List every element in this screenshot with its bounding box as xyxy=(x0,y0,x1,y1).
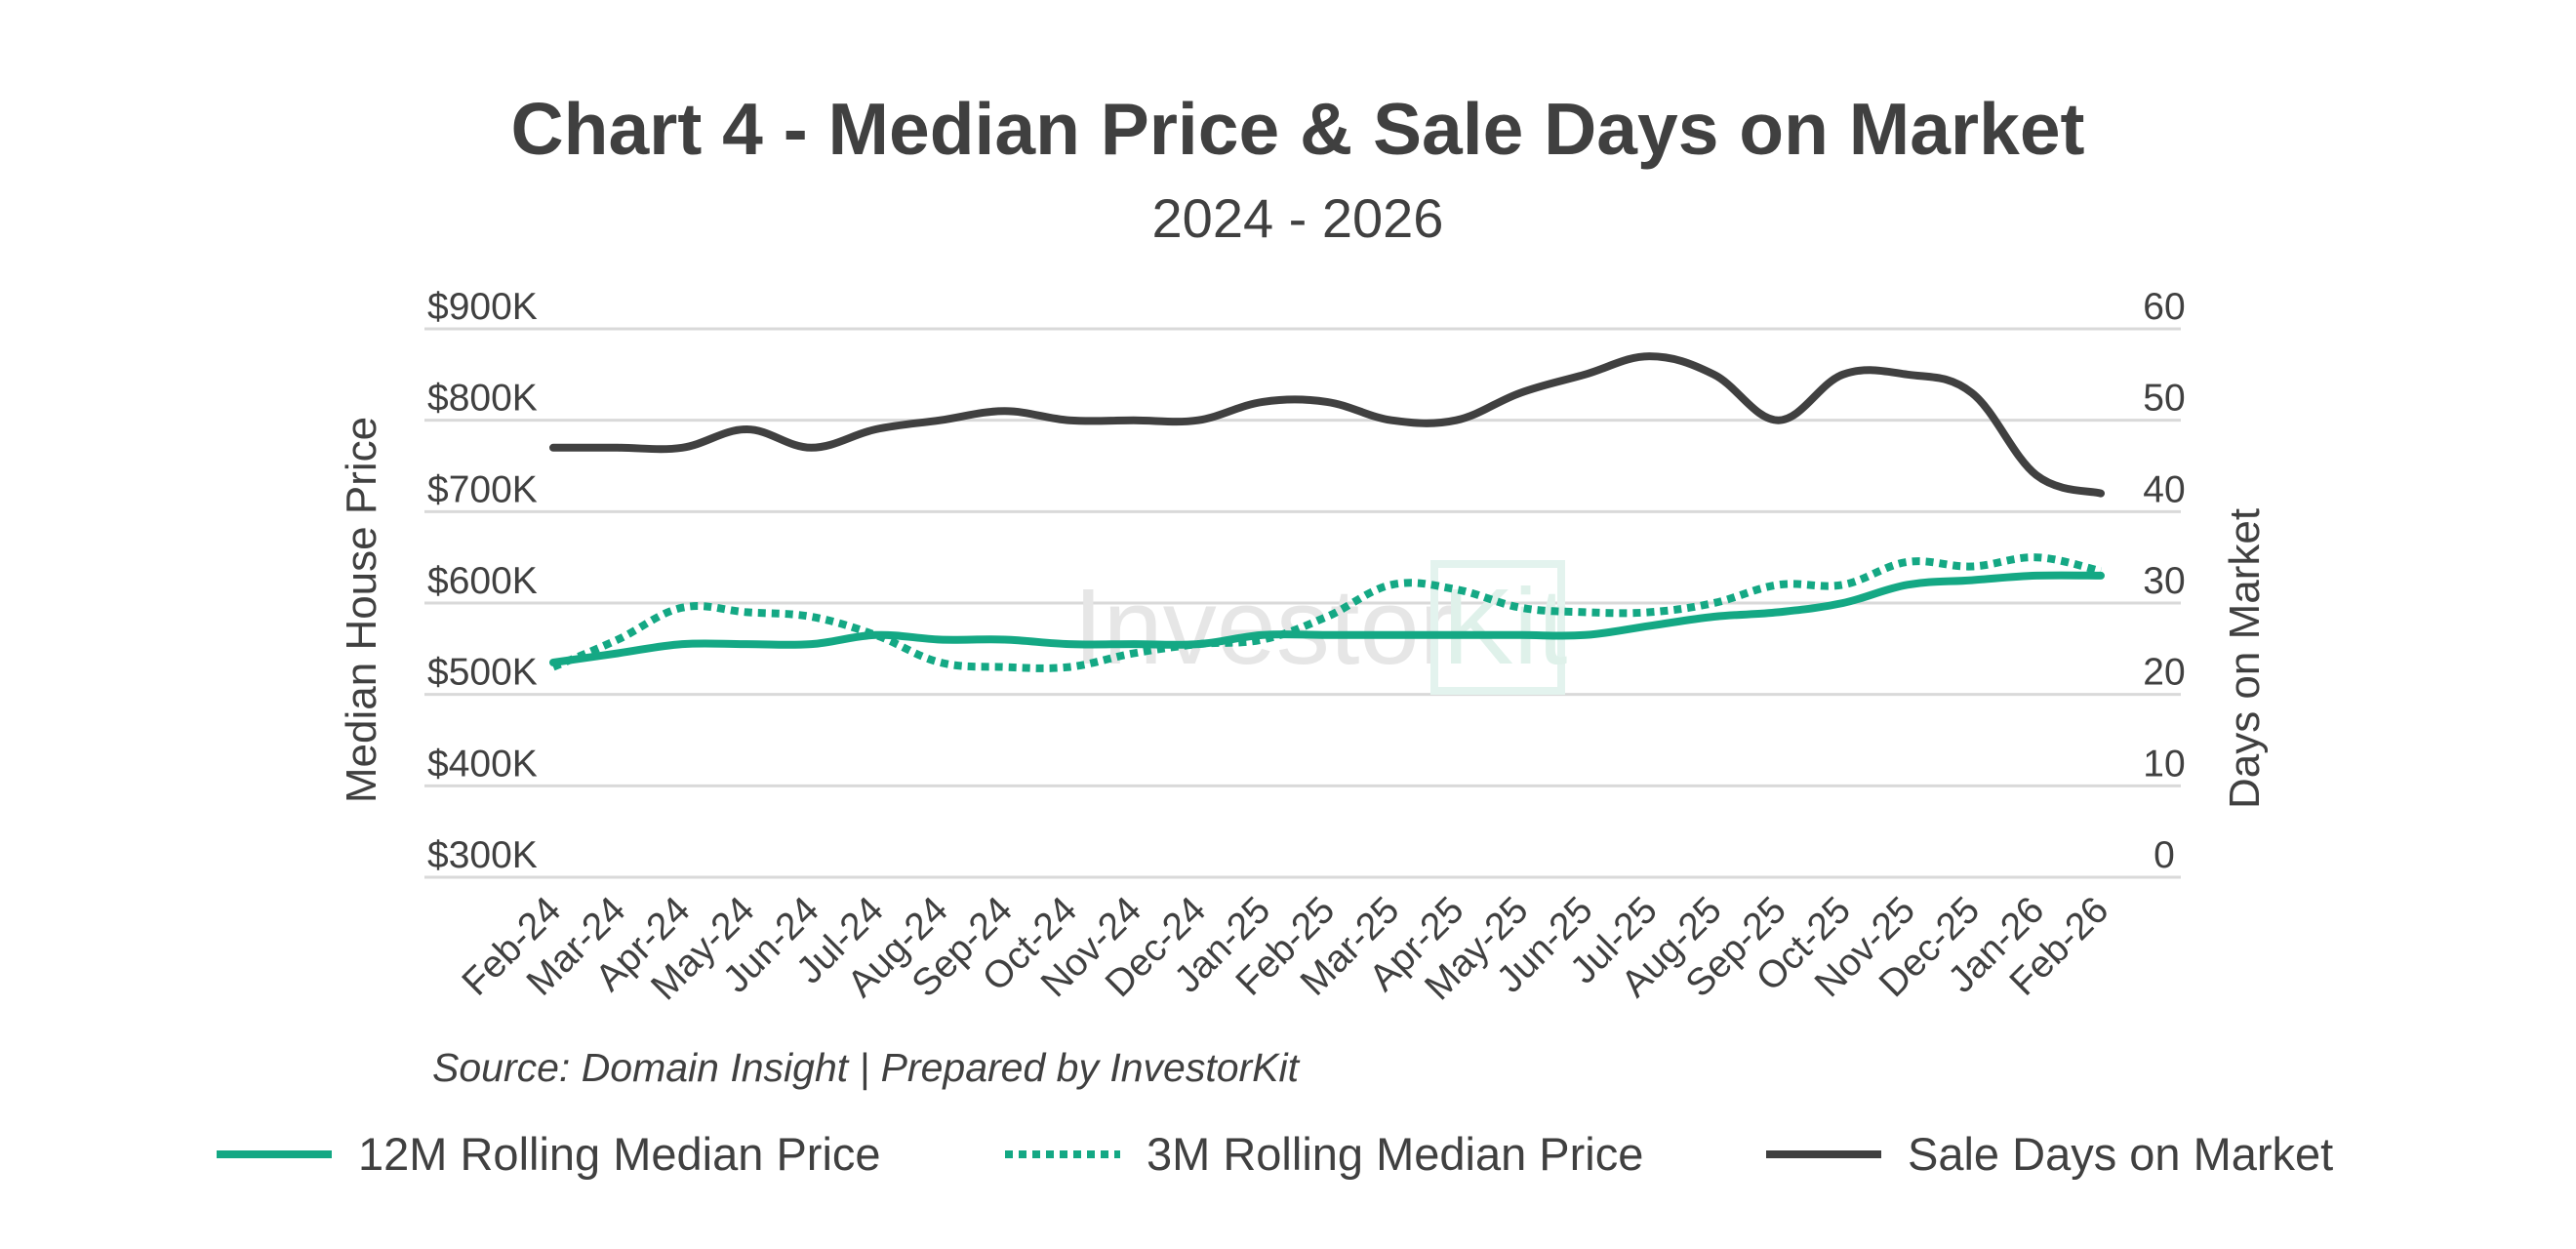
right-tick-label: 50 xyxy=(2143,378,2185,420)
watermark: Investor Kit xyxy=(1073,560,1567,695)
left-tick-label: $900K xyxy=(427,286,538,328)
left-axis-title: Median House Price xyxy=(338,417,385,803)
chart-title: Chart 4 - Median Price & Sale Days on Ma… xyxy=(510,88,2084,170)
right-axis-title: Days on Market xyxy=(2221,508,2269,809)
left-tick-label: $800K xyxy=(427,378,538,420)
series-lines xyxy=(549,352,2105,672)
right-tick-label: 30 xyxy=(2143,560,2185,602)
series-line-12m-rolling-median-price xyxy=(549,571,2105,666)
right-tick-label: 10 xyxy=(2143,743,2185,785)
legend-label: 3M Rolling Median Price xyxy=(1147,1128,1643,1180)
chart-subtitle: 2024 - 2026 xyxy=(1152,187,1444,249)
gridlines xyxy=(424,327,2181,879)
x-axis-tick-labels: Feb-24Mar-24Apr-24May-24Jun-24Jul-24Aug-… xyxy=(455,889,2117,1008)
series-line-sale-days-on-market xyxy=(549,352,2105,498)
right-tick-label: 0 xyxy=(2153,834,2175,876)
watermark-box xyxy=(1430,560,1565,695)
right-axis-ticks: 0 10 20 30 40 50 60 xyxy=(2143,286,2185,876)
left-tick-label: $500K xyxy=(427,652,538,694)
legend-label: 12M Rolling Median Price xyxy=(358,1128,881,1180)
left-tick-label: $600K xyxy=(427,560,538,602)
right-tick-label: 40 xyxy=(2143,468,2185,510)
legend: 12M Rolling Median Price 3M Rolling Media… xyxy=(217,1128,2333,1180)
right-tick-label: 20 xyxy=(2143,652,2185,694)
right-tick-label: 60 xyxy=(2143,286,2185,328)
watermark-text-kit: Kit xyxy=(1442,567,1567,687)
left-tick-label: $700K xyxy=(427,468,538,510)
left-tick-label: $300K xyxy=(427,834,538,876)
source-note: Source: Domain Insight | Prepared by Inv… xyxy=(432,1045,1301,1090)
left-tick-label: $400K xyxy=(427,743,538,785)
left-axis-ticks: $300K $400K $500K $600K $700K $800K $900K xyxy=(427,286,538,876)
legend-label: Sale Days on Market xyxy=(1908,1128,2333,1180)
